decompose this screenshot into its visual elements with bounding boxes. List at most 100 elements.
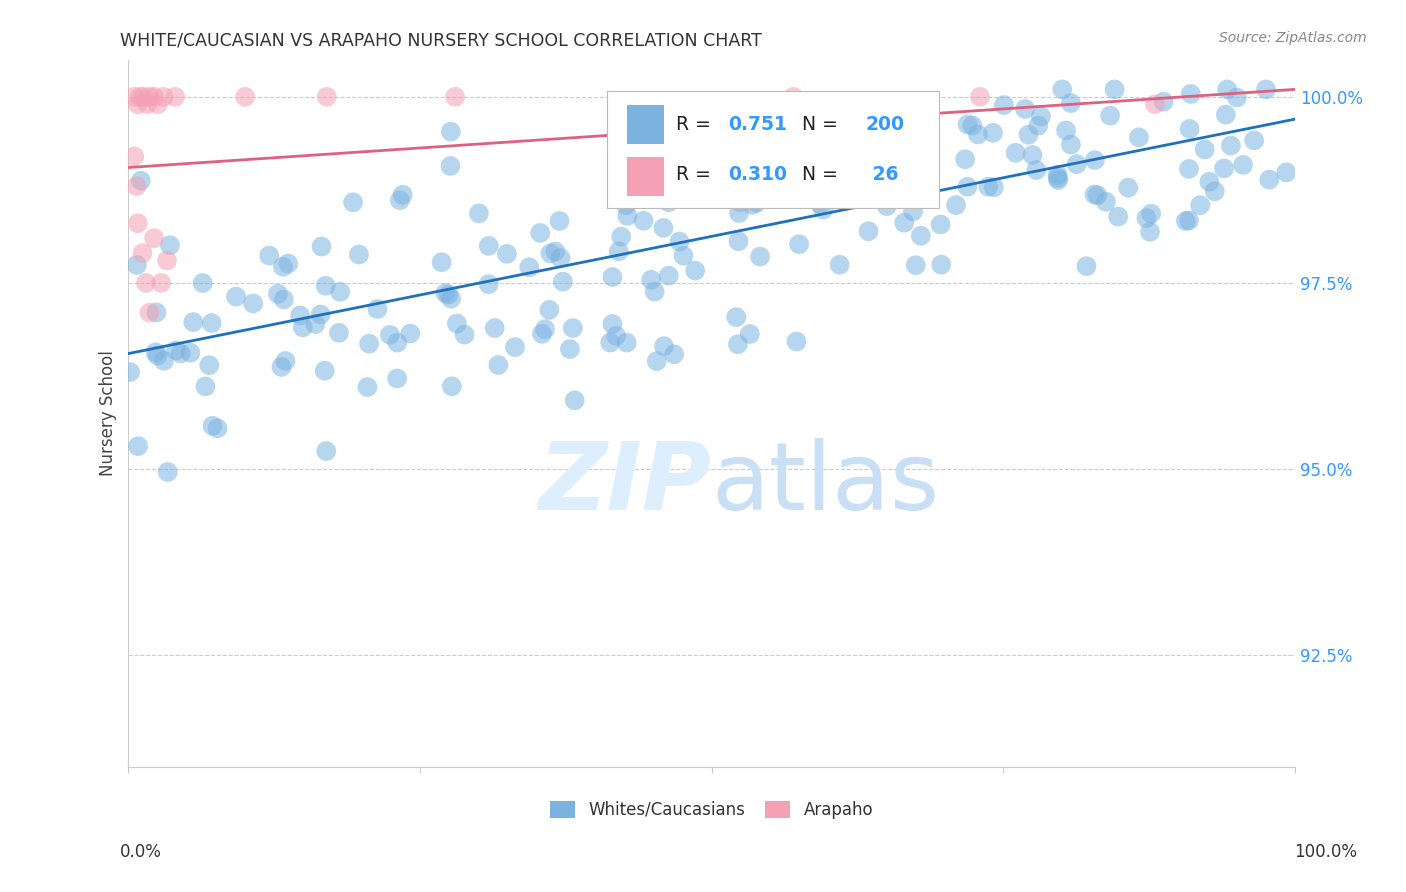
Point <box>430 255 453 269</box>
Point <box>145 305 167 319</box>
Point <box>225 290 247 304</box>
Point <box>808 197 831 211</box>
Point <box>1026 119 1049 133</box>
Point <box>1198 175 1220 189</box>
Point <box>233 90 256 104</box>
Point <box>1275 165 1298 179</box>
Point <box>191 276 214 290</box>
Point <box>1189 198 1212 212</box>
Point <box>1004 145 1026 160</box>
Point <box>1174 214 1197 228</box>
Point <box>640 273 662 287</box>
Point <box>478 239 501 253</box>
Point <box>143 231 166 245</box>
Point <box>201 316 224 330</box>
Point <box>614 198 637 212</box>
Point <box>165 343 187 358</box>
Point <box>1219 138 1241 153</box>
Point <box>131 246 153 260</box>
Point <box>315 444 337 458</box>
Point <box>273 293 295 307</box>
Point <box>725 310 748 324</box>
Point <box>662 347 685 361</box>
Point <box>658 268 681 283</box>
Point <box>956 179 979 194</box>
Point <box>207 421 229 435</box>
Point <box>534 322 557 336</box>
Point <box>267 286 290 301</box>
Point <box>314 364 336 378</box>
Point <box>981 126 1004 140</box>
Point <box>146 349 169 363</box>
Point <box>391 187 413 202</box>
Point <box>143 90 166 104</box>
FancyBboxPatch shape <box>607 91 939 208</box>
Point <box>1054 123 1077 137</box>
Point <box>616 335 638 350</box>
Point <box>602 269 624 284</box>
Point <box>668 235 690 249</box>
Point <box>291 320 314 334</box>
Point <box>929 258 952 272</box>
Bar <box>627 105 664 145</box>
Point <box>628 172 651 186</box>
Point <box>146 97 169 112</box>
Point <box>309 308 332 322</box>
Point <box>127 439 149 453</box>
Point <box>683 263 706 277</box>
Point <box>813 202 835 217</box>
Point <box>828 258 851 272</box>
Text: 0.0%: 0.0% <box>120 843 162 861</box>
Point <box>655 162 678 177</box>
Point <box>304 317 326 331</box>
Point <box>1178 213 1201 227</box>
Point <box>129 90 152 104</box>
Point <box>434 286 457 301</box>
Point <box>652 339 675 353</box>
Point <box>439 159 461 173</box>
Point <box>548 214 571 228</box>
Point <box>170 346 193 360</box>
Point <box>125 258 148 272</box>
Text: 0.310: 0.310 <box>728 165 787 185</box>
Point <box>605 328 627 343</box>
Bar <box>627 157 664 195</box>
Point <box>607 244 630 259</box>
Point <box>658 195 681 210</box>
Point <box>858 224 880 238</box>
Point <box>673 167 696 181</box>
Point <box>817 132 839 146</box>
Point <box>1083 187 1105 202</box>
Point <box>1153 95 1175 109</box>
Point <box>136 97 159 112</box>
Point <box>315 278 337 293</box>
Point <box>561 321 583 335</box>
Point <box>551 275 574 289</box>
Point <box>1243 133 1265 147</box>
Point <box>359 336 381 351</box>
Point <box>531 326 554 341</box>
Point <box>962 119 984 133</box>
Point <box>969 90 991 104</box>
Point <box>738 326 761 341</box>
Point <box>1226 90 1249 104</box>
Point <box>1104 82 1126 96</box>
Point <box>242 296 264 310</box>
Point <box>1029 109 1052 123</box>
Point <box>876 199 898 213</box>
Point <box>1216 82 1239 96</box>
Point <box>277 256 299 270</box>
Point <box>329 285 352 299</box>
Point <box>1087 188 1109 202</box>
Point <box>953 153 976 167</box>
Point <box>644 285 666 299</box>
Point <box>806 128 828 142</box>
Text: N =: N = <box>790 165 844 185</box>
Point <box>150 276 173 290</box>
Point <box>1215 107 1237 121</box>
Point <box>311 239 333 253</box>
Y-axis label: Nursery School: Nursery School <box>100 351 117 476</box>
Point <box>274 354 297 368</box>
Point <box>440 292 463 306</box>
Point <box>730 140 752 154</box>
